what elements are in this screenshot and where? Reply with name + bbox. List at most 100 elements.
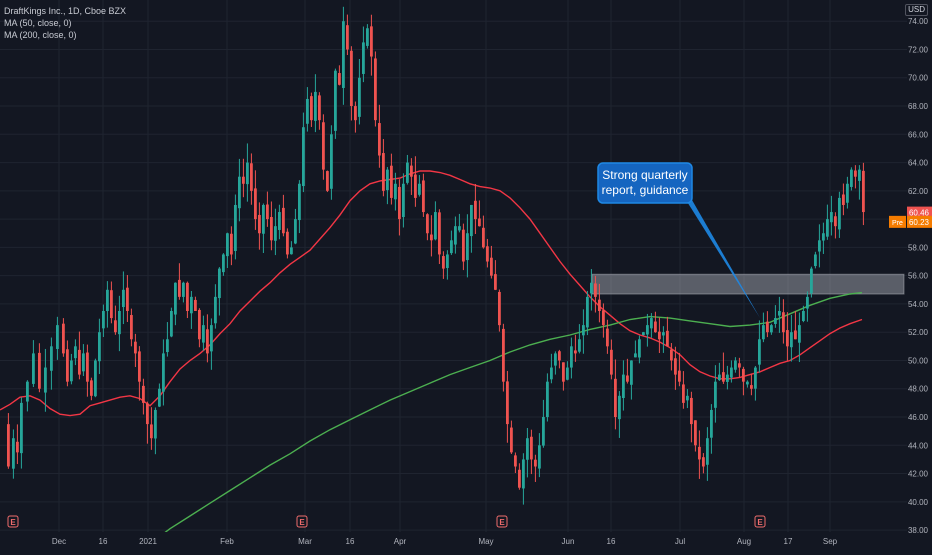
candle-up [334, 70, 337, 131]
candle-up [166, 339, 169, 353]
currency-label[interactable]: USD [905, 4, 928, 16]
time-axis[interactable]: Dec 16 2021 Feb Mar 16 Apr May Jun 16 Jul Aug 17 Sep [0, 532, 907, 550]
candle-up [646, 325, 649, 335]
legend-ma50: MA (50, close, 0) [4, 18, 72, 28]
candle-up [102, 310, 105, 329]
price-axis[interactable]: 38.00 40.00 42.00 44.00 46.00 48.00 50.00 52.00… [907, 0, 932, 550]
candle-down [16, 441, 19, 453]
candle-down [130, 315, 133, 340]
candle-up [582, 325, 585, 336]
price-tick-label: 38.00 [908, 526, 929, 535]
candle-up [754, 367, 757, 389]
candle-up [730, 367, 733, 378]
time-tick-label: Sep [823, 537, 838, 546]
candle-down [750, 385, 753, 389]
candle-up [44, 367, 47, 393]
candle-up [210, 325, 213, 352]
time-tick-label: 17 [784, 537, 793, 546]
candle-up [214, 296, 217, 324]
candle-down [138, 351, 141, 382]
price-tick-label: 42.00 [908, 470, 929, 479]
candle-up [94, 360, 97, 397]
candle-down [702, 457, 705, 467]
candle-down [490, 257, 493, 276]
candle-down [310, 96, 313, 121]
candle-up [686, 395, 689, 401]
candles-layer [7, 6, 865, 505]
candle-up [162, 353, 165, 392]
time-tick-label: Dec [52, 537, 66, 546]
candle-up [642, 332, 645, 336]
earnings-e-icon: E [496, 515, 508, 528]
candle-down [346, 25, 349, 50]
candle-down [782, 312, 785, 333]
candle-down [474, 200, 477, 220]
candle-up [314, 91, 317, 121]
candle-up [118, 310, 121, 335]
chart-grid [0, 0, 907, 532]
candle-down [250, 163, 253, 191]
time-tick-label: 2021 [139, 537, 157, 546]
price-tick-label: 62.00 [908, 187, 929, 196]
candle-down [350, 50, 353, 107]
time-tick-label: Apr [394, 537, 407, 546]
candle-down [494, 274, 497, 290]
candle-down [794, 330, 797, 340]
candle-down [126, 287, 129, 311]
candle-up [774, 318, 777, 324]
legend-symbol: DraftKings Inc., 1D, Cboe BZX [4, 6, 127, 16]
candle-down [562, 362, 565, 382]
candle-down [178, 279, 181, 297]
candle-up [56, 325, 59, 349]
candle-down [834, 216, 837, 227]
candle-up [386, 169, 389, 191]
candle-up [566, 367, 569, 380]
candle-down [742, 368, 745, 382]
earnings-icon-frame [754, 515, 766, 528]
candle-down [326, 171, 329, 191]
candle-up [818, 240, 821, 252]
candle-down [666, 330, 669, 347]
candle-down [842, 194, 845, 205]
candle-down [654, 321, 657, 333]
candle-up [542, 417, 545, 446]
candle-up [538, 445, 541, 469]
candle-down [854, 170, 857, 177]
candle-down [186, 282, 189, 311]
candle-down [322, 122, 325, 170]
earnings-e-icon: E [7, 515, 19, 528]
last-price-label: 60.46 [909, 209, 930, 218]
candle-up [570, 346, 573, 368]
time-tick-label: Jul [675, 537, 685, 546]
candle-down [270, 216, 273, 241]
candle-down [414, 174, 417, 198]
candle-up [226, 233, 229, 257]
candle-up [798, 325, 801, 343]
candle-down [258, 214, 261, 234]
candle-up [20, 402, 23, 454]
earnings-icon-frame [296, 515, 308, 528]
candle-up [82, 353, 85, 372]
candle-down [374, 58, 377, 121]
candle-up [294, 219, 297, 244]
candle-down [626, 375, 629, 382]
candle-down [7, 424, 10, 467]
legend-ma200: MA (200, close, 0) [4, 30, 77, 40]
time-tick-label: Feb [220, 537, 234, 546]
candle-up [770, 325, 773, 333]
candle-down [482, 227, 485, 248]
time-tick-label: 16 [607, 537, 616, 546]
candle-down [674, 358, 677, 375]
candle-up [710, 409, 713, 438]
candle-down [146, 403, 149, 425]
candle-up [714, 381, 717, 408]
candle-up [526, 438, 529, 460]
candle-down [318, 95, 321, 121]
earnings-icon-letter: E [299, 518, 305, 527]
candle-down [194, 299, 197, 311]
candle-down [670, 349, 673, 361]
time-tick-label: 16 [346, 537, 355, 546]
